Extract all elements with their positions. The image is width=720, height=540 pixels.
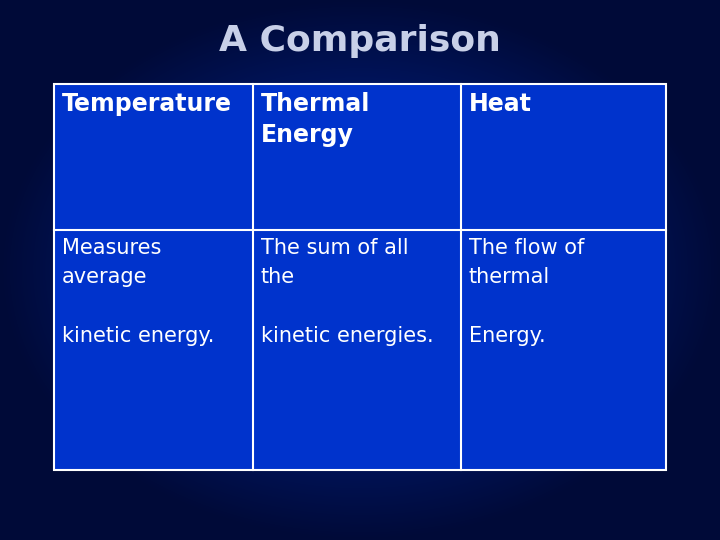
Text: The flow of
thermal

Energy.: The flow of thermal Energy. [469, 238, 585, 346]
Bar [54, 230, 253, 470]
Bar [253, 230, 461, 470]
Text: A Comparison: A Comparison [219, 24, 501, 57]
Bar [54, 84, 253, 230]
Bar [253, 84, 461, 230]
Bar [461, 84, 666, 230]
Text: Thermal
Energy: Thermal Energy [261, 92, 370, 147]
Bar [461, 230, 666, 470]
Text: Temperature: Temperature [62, 92, 232, 116]
Text: Measures
average

kinetic energy.: Measures average kinetic energy. [62, 238, 215, 346]
Text: The sum of all
the

kinetic energies.: The sum of all the kinetic energies. [261, 238, 433, 346]
Text: Heat: Heat [469, 92, 532, 116]
Bar [54, 84, 666, 470]
